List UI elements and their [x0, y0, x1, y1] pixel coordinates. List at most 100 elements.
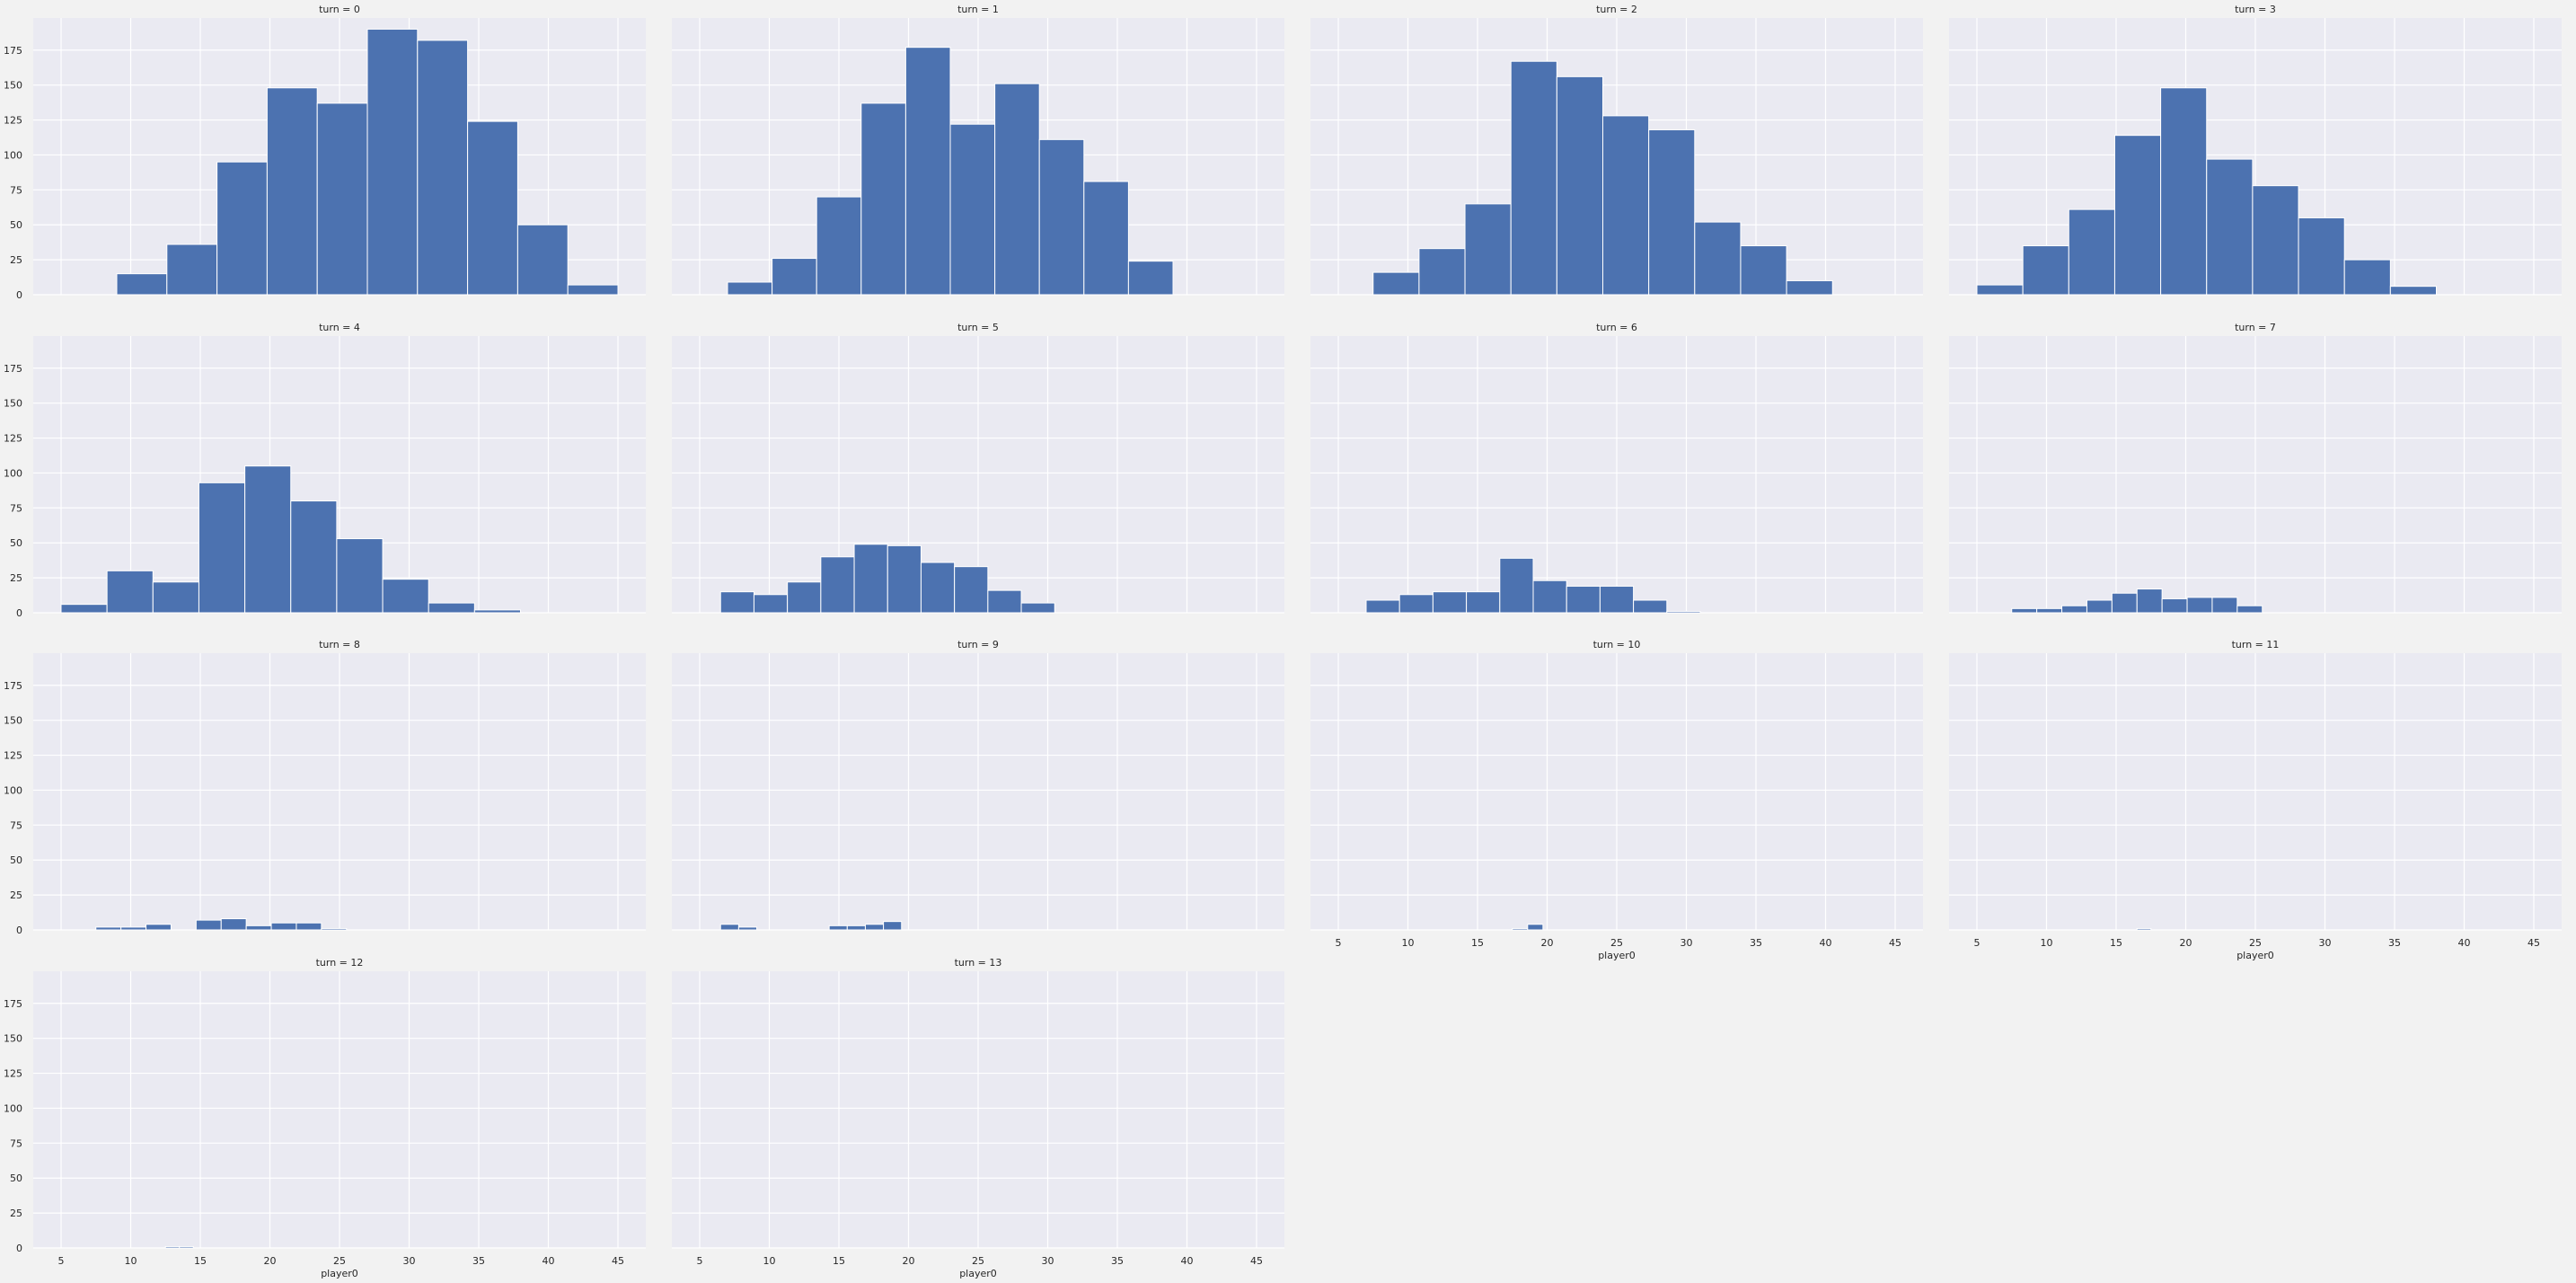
facet-panel-turn-0: turn = 0 0 25 50 75 100 125 150 175 [4, 4, 646, 301]
histogram-bar [2113, 135, 2162, 296]
y-tick-label: 100 [4, 149, 22, 161]
facet-title: turn = 1 [957, 4, 999, 15]
histogram-bar [1786, 279, 1833, 296]
facet-panel-turn-10: turn = 10 5 10 15 20 25 30 35 40 45 player0 [1310, 639, 1923, 961]
histogram-bar [787, 581, 822, 614]
y-tick-label: 0 [16, 1243, 22, 1254]
y-tick-label: 100 [4, 784, 22, 796]
histogram-bar [1512, 927, 1529, 931]
x-tick-label: 25 [1610, 937, 1623, 949]
histogram-bar [816, 196, 862, 296]
facet-title: turn = 2 [1596, 4, 1637, 15]
histogram-bar [737, 926, 758, 931]
x-tick-label: 15 [833, 1255, 845, 1267]
y-tick-label: 125 [4, 433, 22, 445]
histogram-bar [1418, 248, 1466, 296]
histogram-bar [1365, 599, 1400, 614]
facet-title: turn = 12 [316, 957, 364, 969]
facet-title: turn = 10 [1593, 639, 1641, 650]
histogram-bar [220, 918, 247, 931]
x-tick-label: 10 [2041, 937, 2053, 949]
histogram-bar [316, 102, 368, 296]
y-tick-label: 175 [4, 680, 22, 692]
histogram-bar [417, 40, 469, 296]
y-tick-label: 50 [10, 219, 22, 231]
histogram-bar [846, 925, 866, 931]
histogram-bar [1020, 602, 1055, 614]
facet-panel-turn-1: turn = 1 [672, 4, 1284, 296]
histogram-bar [567, 284, 619, 296]
y-tick-label: 125 [4, 115, 22, 127]
histogram-bar [2186, 597, 2213, 614]
histogram-bar [164, 1245, 181, 1249]
x-tick-label: 40 [543, 1255, 555, 1267]
x-tick-label: 30 [2319, 937, 2332, 949]
histogram-bar [382, 579, 429, 614]
histogram-bar [95, 926, 122, 931]
facet-title: turn = 6 [1596, 322, 1637, 333]
histogram-bar [296, 922, 322, 931]
y-tick-label: 150 [4, 1033, 22, 1045]
histogram-bar [949, 123, 996, 296]
histogram-bar [2206, 158, 2254, 296]
histogram-bar [727, 281, 773, 296]
y-tick-label: 0 [16, 607, 22, 619]
facet-title: turn = 7 [2235, 322, 2276, 333]
x-axis-label: player0 [321, 1268, 358, 1279]
histogram-bar [266, 87, 318, 296]
facet-panel-turn-12: turn = 12 0 25 50 75 100 125 150 175 5 10 15 20 25 30 3… [4, 957, 646, 1279]
histogram-bar [2389, 286, 2438, 296]
histogram-bar [1532, 580, 1567, 614]
histogram-bar [2061, 605, 2087, 614]
histogram-bar [920, 562, 956, 614]
histogram-bar [116, 273, 168, 296]
histogram-bar [2236, 605, 2263, 614]
histogram-bar [366, 28, 419, 296]
histogram-bar [179, 1245, 194, 1249]
histogram-bar [467, 120, 518, 296]
histogram-bar [1599, 585, 1635, 614]
x-tick-label: 30 [403, 1255, 416, 1267]
y-tick-label: 25 [10, 889, 22, 901]
x-tick-label: 35 [2388, 937, 2401, 949]
histogram-bar [1648, 128, 1696, 296]
y-tick-label: 175 [4, 998, 22, 1010]
histogram-bar [954, 566, 989, 614]
histogram-bar [1499, 557, 1534, 614]
x-tick-label: 45 [612, 1255, 624, 1267]
y-tick-label: 0 [16, 925, 22, 936]
histogram-bar [2252, 185, 2299, 296]
histogram-bar [820, 556, 855, 614]
histogram-bar [864, 924, 885, 931]
facet-panel-turn-9: turn = 9 [672, 639, 1284, 931]
histogram-bar [1398, 594, 1434, 614]
histogram-bar [1556, 75, 1603, 296]
histogram-bar [1633, 599, 1668, 614]
y-tick-label: 150 [4, 398, 22, 410]
y-tick-label: 125 [4, 750, 22, 762]
x-tick-label: 45 [1889, 937, 1901, 949]
facet-title: turn = 5 [957, 322, 999, 333]
histogram-bar [198, 482, 246, 614]
x-tick-label: 10 [125, 1255, 137, 1267]
histogram-bar [166, 243, 218, 296]
x-tick-label: 40 [2458, 937, 2471, 949]
x-tick-label: 5 [1336, 937, 1342, 949]
x-tick-label: 15 [2110, 937, 2122, 949]
histogram-bar [244, 465, 292, 614]
histogram-bar [1083, 181, 1129, 296]
histogram-bar [2086, 599, 2113, 614]
facet-panel-turn-13: turn = 13 5 10 15 20 25 30 35 40 45 player0 [672, 957, 1284, 1279]
x-tick-label: 45 [2527, 937, 2540, 949]
histogram-bar [106, 570, 154, 614]
facet-panel-turn-2: turn = 2 [1310, 4, 1923, 296]
y-tick-label: 100 [4, 467, 22, 479]
histogram-bar [2211, 597, 2238, 614]
y-tick-label: 50 [10, 854, 22, 866]
x-tick-label: 10 [763, 1255, 776, 1267]
histogram-bar [887, 544, 922, 614]
x-tick-label: 25 [972, 1255, 984, 1267]
histogram-bar [753, 594, 789, 614]
x-tick-label: 20 [1541, 937, 1554, 949]
x-tick-label: 10 [1402, 937, 1415, 949]
